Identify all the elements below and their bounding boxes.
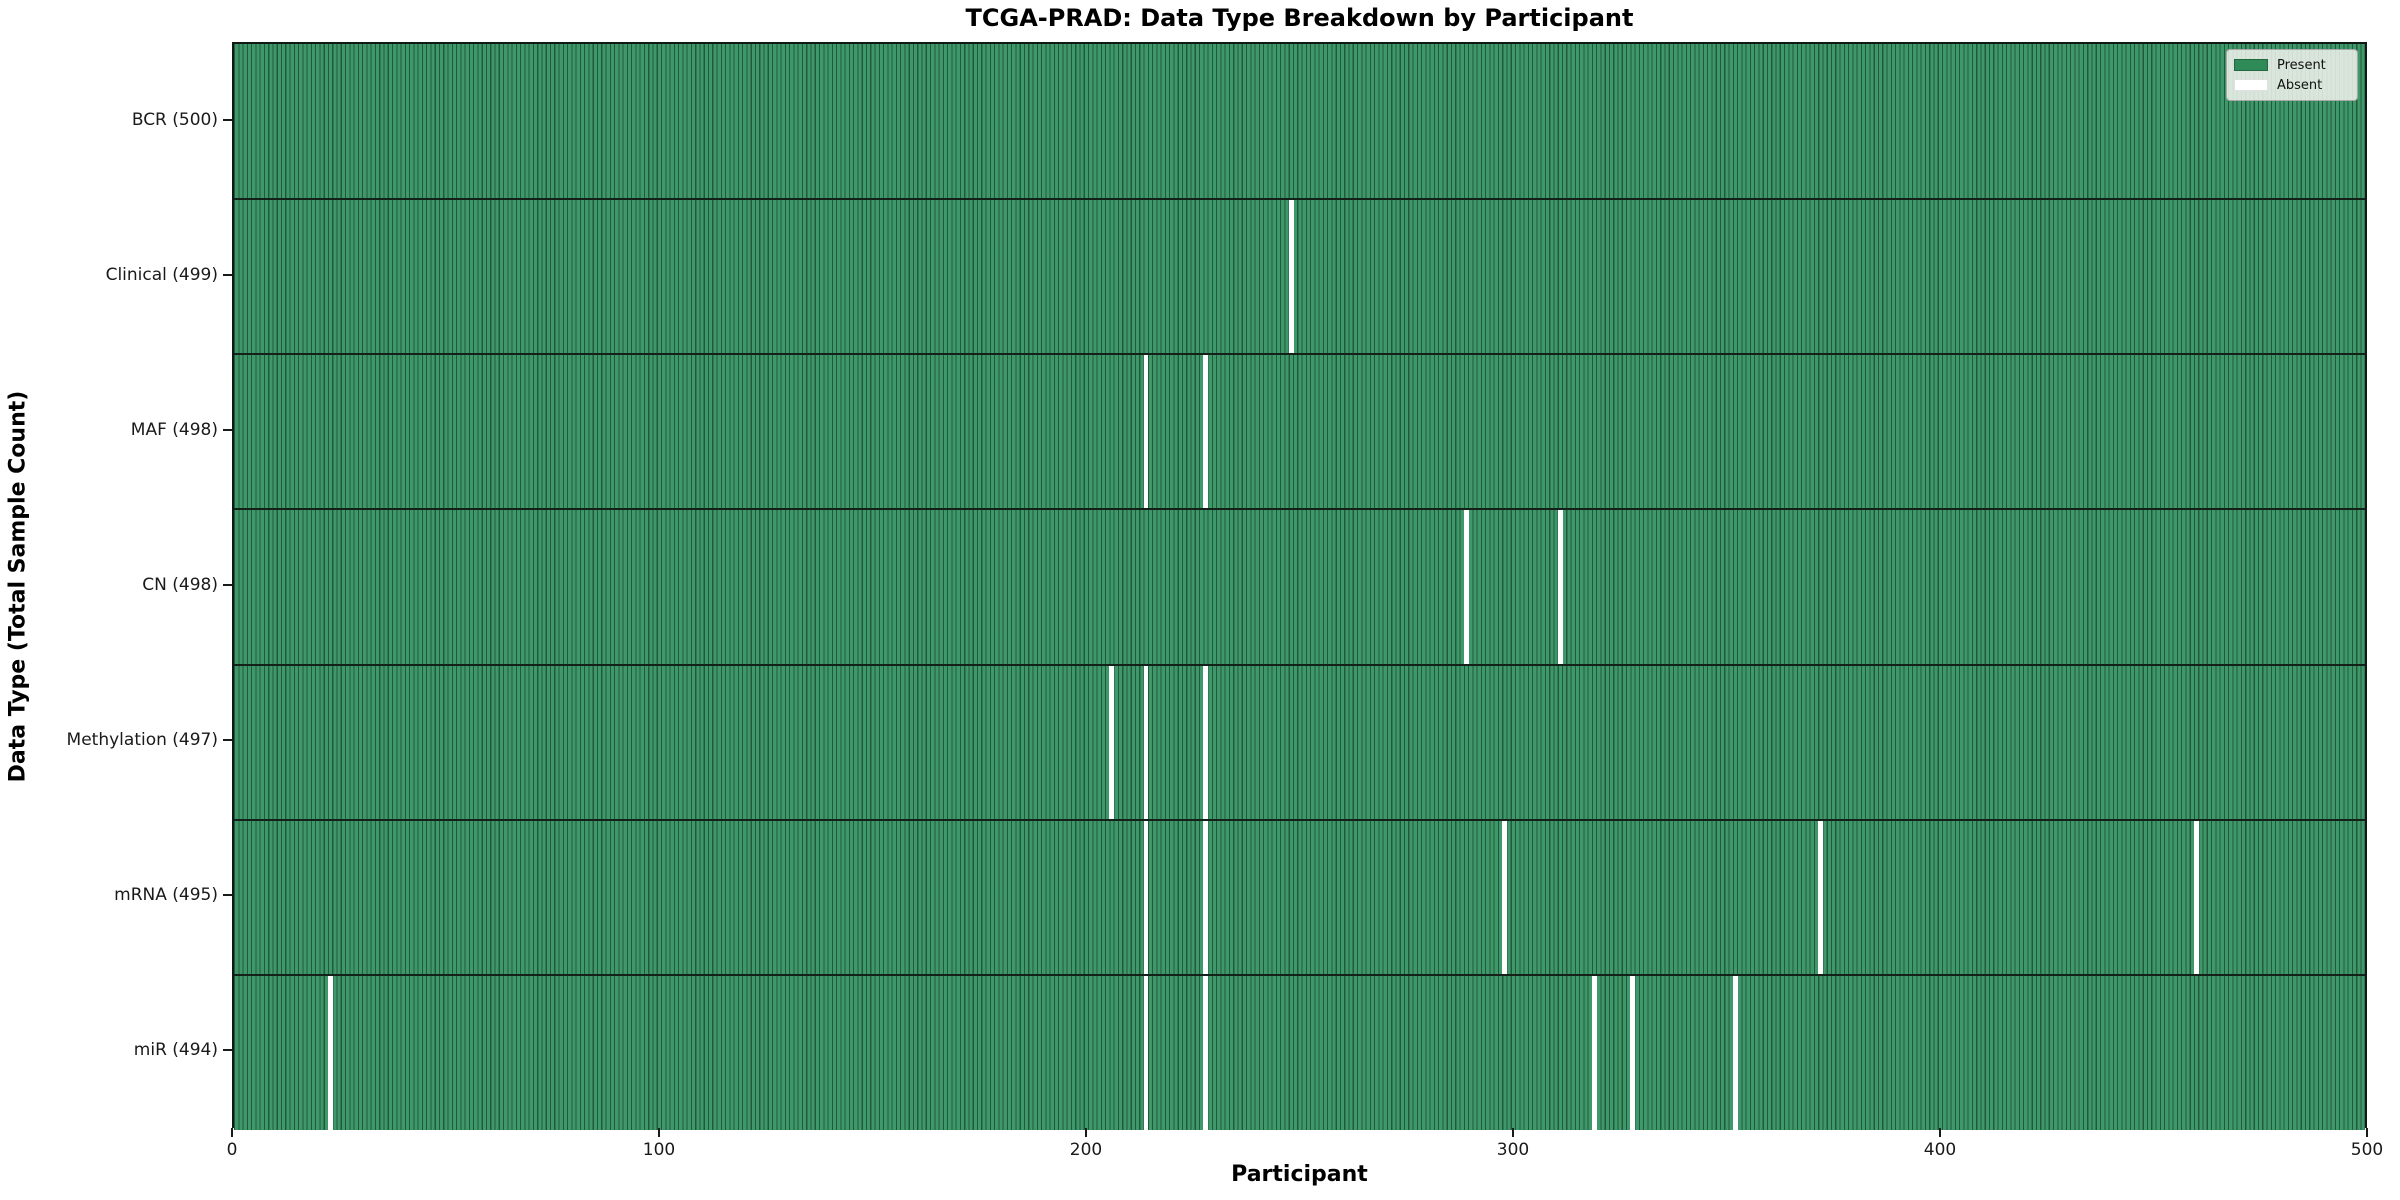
absent-gap [1109,664,1115,820]
y-tick-label: CN (498) [142,575,218,595]
legend: Present Absent [2226,49,2358,101]
y-tick-mark [223,584,232,586]
absent-gap [1557,509,1563,665]
heatmap-row-cn [234,509,2365,665]
absent-gap [1143,664,1149,820]
y-tick-label: Methylation (497) [66,730,218,751]
row-boundary-line [234,663,2365,666]
y-tick-label: mRNA (495) [114,885,218,906]
x-tick-label: 100 [642,1140,676,1160]
y-tick-mark [223,273,232,276]
y-tick-mark [223,428,232,431]
absent-gap [1203,354,1209,510]
legend-item-absent: Absent [2234,75,2350,95]
absent-gap [2193,819,2199,975]
heatmap-row-mir [234,974,2365,1130]
row-boundary-line [234,973,2365,976]
y-tick-label: miR (494) [133,1040,218,1061]
absent-gap [1463,509,1469,665]
absent-gap [1203,819,1209,975]
y-tick-label: MAF (498) [130,419,218,440]
absent-gap [1630,974,1636,1130]
row-boundary-line [234,818,2365,821]
absent-gap [1288,199,1294,355]
chart-title: TCGA-PRAD: Data Type Breakdown by Partic… [965,4,1634,32]
heatmap-row-bcr [234,44,2365,200]
heatmap-row-maf [234,354,2365,510]
x-tick-mark [231,1128,233,1137]
y-tick-mark [223,118,232,121]
absent-swatch-icon [2234,79,2268,91]
row-boundary-line [234,198,2365,201]
legend-present-label: Present [2277,57,2326,73]
absent-gap [1502,819,1508,975]
y-tick-label: Clinical (499) [105,264,218,285]
y-tick-mark [223,1049,232,1052]
absent-gap [1818,819,1824,975]
absent-gap [1143,974,1149,1130]
x-axis-label: Participant [1231,1162,1368,1187]
x-tick-mark [658,1128,660,1137]
heatmap-row-mrna [234,819,2365,975]
absent-gap [1203,974,1209,1130]
row-boundary-line [234,353,2365,356]
legend-item-present: Present [2234,55,2350,75]
x-tick-label: 300 [1496,1140,1530,1160]
x-tick-label: 400 [1923,1140,1957,1160]
x-tick-mark [1085,1128,1087,1137]
x-tick-mark [1512,1128,1514,1137]
absent-gap [1203,664,1209,820]
legend-absent-label: Absent [2277,77,2323,93]
y-tick-mark [223,739,232,742]
absent-gap [327,974,333,1130]
x-tick-mark [1939,1128,1941,1137]
row-boundary-line [234,508,2365,511]
y-tick-mark [223,894,232,897]
absent-gap [1732,974,1738,1130]
x-tick-label: 200 [1069,1140,1103,1160]
x-tick-label: 500 [2350,1140,2384,1160]
absent-gap [1591,974,1597,1130]
x-tick-mark [2366,1128,2368,1137]
heatmap-row-clinical [234,199,2365,355]
plot-area: Present Absent [232,42,2367,1130]
x-tick-label: 0 [226,1140,238,1160]
absent-gap [1143,354,1149,510]
absent-gap [1143,819,1149,975]
heatmap-row-methylation [234,664,2365,820]
y-tick-label: BCR (500) [131,109,218,130]
present-swatch-icon [2234,59,2268,71]
